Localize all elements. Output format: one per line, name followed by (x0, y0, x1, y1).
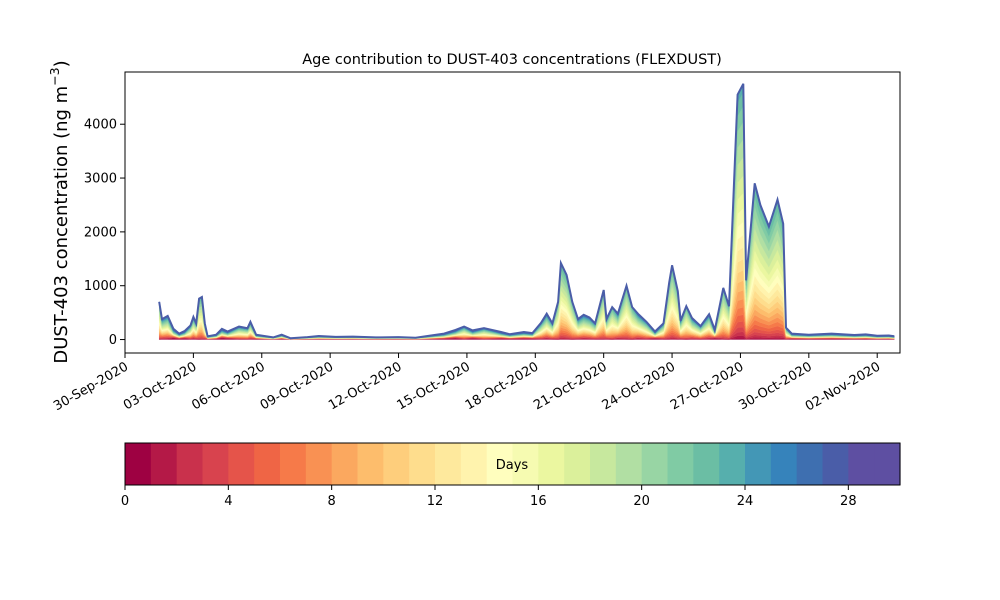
x-tick-label: 12-Oct-2020 (326, 359, 404, 413)
colorbar-bin (305, 443, 333, 485)
x-tick-label: 06-Oct-2020 (189, 359, 267, 413)
colorbar-ticks: 0 4 8 12 16 20 24 28 (121, 485, 857, 509)
colorbar-bin (822, 443, 849, 485)
x-axis: 30-Sep-202003-Oct-202006-Oct-202009-Oct-… (51, 353, 883, 414)
colorbar-bin (331, 443, 359, 485)
colorbar-bin (254, 443, 281, 485)
colorbar-bin (770, 443, 798, 485)
colorbar-bin (719, 443, 746, 485)
plot-frame (124, 71, 901, 354)
plot-area (124, 71, 901, 354)
colorbar-tick-label: 16 (530, 494, 547, 509)
colorbar-bin (228, 443, 255, 485)
colorbar-bin (280, 443, 307, 485)
colorbar-bin (125, 443, 152, 485)
colorbar: Days 0 4 8 12 16 20 24 28 (121, 442, 901, 509)
x-tick-label: 24-Oct-2020 (600, 359, 678, 413)
y-tick-label: 0 (109, 333, 117, 348)
colorbar-frame (124, 442, 901, 486)
y-tick-label: 4000 (84, 118, 117, 133)
total-concentration-line (158, 83, 895, 340)
y-tick-label: 1000 (84, 279, 117, 294)
y-tick-label: 2000 (84, 225, 117, 240)
x-tick-label: 03-Oct-2020 (121, 359, 199, 413)
x-tick-label: 09-Oct-2020 (258, 359, 336, 413)
x-tick-label: 27-Oct-2020 (668, 359, 746, 413)
colorbar-bins (125, 443, 901, 485)
colorbar-tick-label: 24 (737, 494, 754, 509)
colorbar-bin (667, 443, 694, 485)
colorbar-bin (538, 443, 565, 485)
colorbar-bin (357, 443, 384, 485)
y-axis-label: DUST-403 concentration (ng m−3) (47, 60, 72, 363)
x-tick-label: 30-Sep-2020 (51, 359, 131, 414)
colorbar-bin (150, 443, 178, 485)
x-tick-label: 30-Oct-2020 (736, 359, 814, 413)
colorbar-bin (590, 443, 617, 485)
colorbar-tick-label: 8 (328, 494, 336, 509)
colorbar-bin (460, 443, 488, 485)
colorbar-bin (202, 443, 229, 485)
x-tick-label: 21-Oct-2020 (531, 359, 609, 413)
colorbar-bin (409, 443, 436, 485)
chart-title: Age contribution to DUST-403 concentrati… (302, 52, 722, 68)
colorbar-bin (435, 443, 462, 485)
y-axis: 0 1000 2000 3000 4000 (84, 118, 125, 348)
colorbar-bin (796, 443, 824, 485)
colorbar-bin (512, 443, 539, 485)
colorbar-label: Days (496, 458, 529, 473)
colorbar-tick-label: 20 (633, 494, 650, 509)
x-tick-label: 15-Oct-2020 (395, 359, 473, 413)
colorbar-bin (564, 443, 591, 485)
colorbar-tick-label: 12 (427, 494, 444, 509)
colorbar-bin (745, 443, 772, 485)
colorbar-bin (848, 443, 875, 485)
colorbar-bin (641, 443, 669, 485)
colorbar-tick-label: 0 (121, 494, 129, 509)
colorbar-tick-label: 28 (840, 494, 857, 509)
colorbar-bin (486, 443, 514, 485)
colorbar-bin (615, 443, 643, 485)
x-tick-label: 18-Oct-2020 (463, 359, 541, 413)
colorbar-bin (383, 443, 410, 485)
x-tick-label: 02-Nov-2020 (803, 359, 883, 414)
colorbar-bin (693, 443, 720, 485)
age-bands (159, 83, 895, 340)
colorbar-tick-label: 4 (224, 494, 232, 509)
y-tick-label: 3000 (84, 172, 117, 187)
colorbar-bin (874, 443, 901, 485)
colorbar-bin (176, 443, 204, 485)
